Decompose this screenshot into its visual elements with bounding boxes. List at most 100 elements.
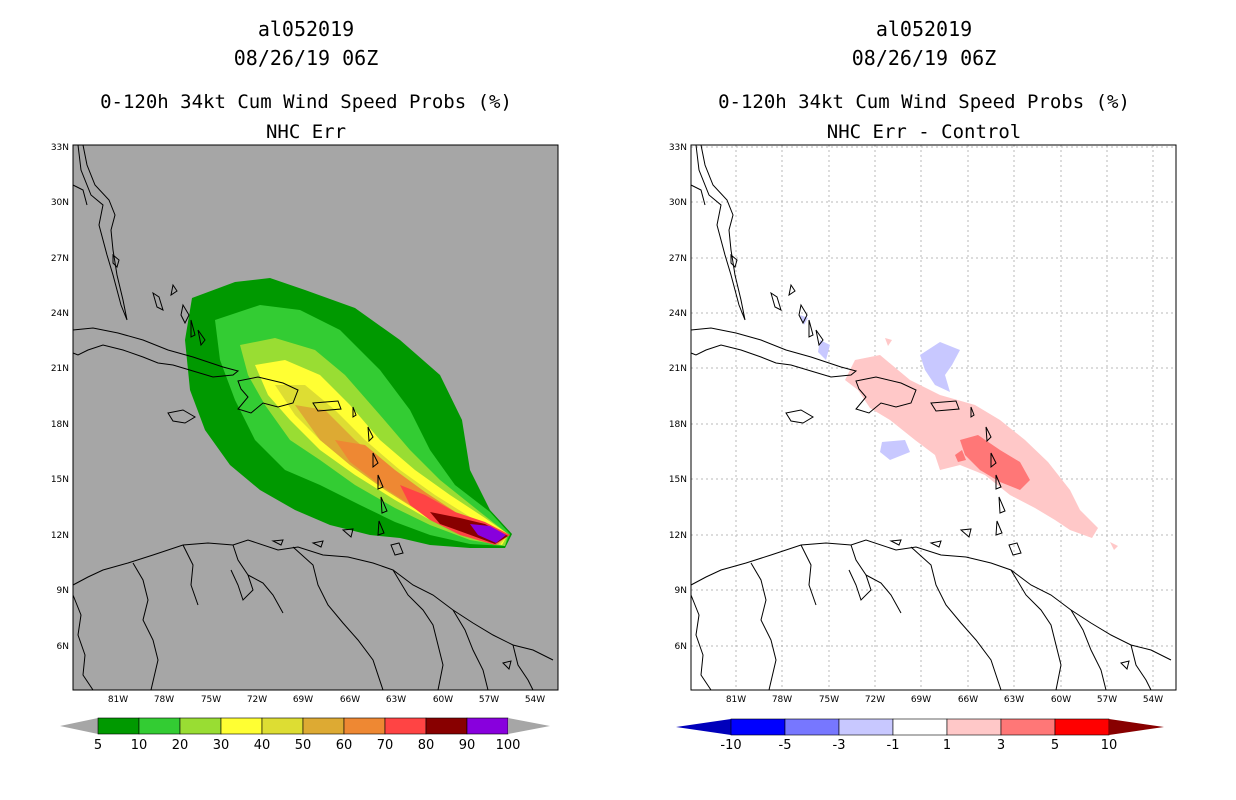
lon-label: 69W (293, 695, 313, 705)
lon-label: 72W (865, 695, 885, 705)
colorbar-label: 5 (94, 738, 102, 753)
lat-label: 6N (675, 642, 687, 652)
colorbar-label: 10 (131, 738, 148, 753)
left-lat-labels: 33N 30N 27N 24N 21N 18N 15N 12N 9N 6N (51, 143, 69, 652)
left-storm-id: al052019 (257, 17, 355, 41)
colorbar-swatch (946, 718, 1002, 736)
colorbar-label: -5 (779, 738, 792, 753)
colorbar-swatch (1054, 718, 1110, 736)
lon-label: 81W (726, 695, 746, 705)
colorbar-swatch (179, 717, 222, 735)
colorbar-swatch (1000, 718, 1056, 736)
colorbar-label: -3 (833, 738, 846, 753)
colorbar-swatch (138, 717, 181, 735)
lon-label: 60W (433, 695, 453, 705)
lat-label: 12N (669, 531, 687, 541)
left-title: 0-120h 34kt Cum Wind Speed Probs (%) (100, 91, 512, 113)
right-map-frame (690, 144, 1177, 691)
left-map-frame (72, 144, 559, 691)
lat-label: 24N (669, 309, 687, 319)
lon-label: 66W (958, 695, 978, 705)
colorbar-swatch (97, 717, 140, 735)
colorbar-label: 3 (997, 738, 1005, 753)
lat-label: 15N (669, 475, 687, 485)
lat-label: 6N (57, 642, 69, 652)
right-lon-labels: 81W 78W 75W 72W 69W 66W 63W 60W 57W 54W (726, 695, 1163, 705)
colorbar-label: 50 (295, 738, 312, 753)
lat-label: 21N (51, 364, 69, 374)
right-lat-labels: 33N 30N 27N 24N 21N 18N 15N 12N 9N 6N (669, 143, 687, 652)
colorbar-label: 40 (254, 738, 271, 753)
lat-label: 18N (669, 420, 687, 430)
left-datetime: 08/26/19 06Z (233, 46, 379, 70)
colorbar-high-arrow (1109, 719, 1164, 735)
colorbar-swatch (302, 717, 345, 735)
colorbar-label: 10 (1101, 738, 1118, 753)
lon-label: 78W (772, 695, 792, 705)
colorbar-low-arrow (676, 719, 731, 735)
colorbar-label: 1 (943, 738, 951, 753)
right-colorbar: -10 -5 -3 -1 1 3 5 10 (676, 718, 1164, 753)
lat-label: 12N (51, 531, 69, 541)
colorbar-label: -1 (887, 738, 900, 753)
colorbar-swatch (892, 718, 948, 736)
lat-label: 9N (675, 586, 687, 596)
colorbar-label: 5 (1051, 738, 1059, 753)
lon-label: 75W (819, 695, 839, 705)
lon-label: 78W (154, 695, 174, 705)
colorbar-low-arrow (60, 718, 98, 734)
colorbar-swatch (838, 718, 894, 736)
lat-label: 27N (669, 254, 687, 264)
right-gridlines (691, 145, 1176, 690)
left-colorbar: 5 10 20 30 40 50 60 70 80 90 100 (60, 717, 550, 753)
right-subtitle: NHC Err - Control (826, 121, 1022, 143)
lon-label: 60W (1051, 695, 1071, 705)
colorbar-label: 100 (496, 738, 521, 753)
lat-label: 33N (669, 143, 687, 153)
right-datetime: 08/26/19 06Z (851, 46, 997, 70)
colorbar-swatch (343, 717, 386, 735)
lon-label: 66W (340, 695, 360, 705)
colorbar-label: -10 (720, 738, 741, 753)
lon-label: 54W (525, 695, 545, 705)
right-title: 0-120h 34kt Cum Wind Speed Probs (%) (718, 91, 1130, 113)
lat-label: 33N (51, 143, 69, 153)
lon-label: 75W (201, 695, 221, 705)
lat-label: 27N (51, 254, 69, 264)
lon-label: 63W (386, 695, 406, 705)
left-lon-labels: 81W 78W 75W 72W 69W 66W 63W 60W 57W 54W (108, 695, 545, 705)
colorbar-label: 30 (213, 738, 230, 753)
lon-label: 54W (1143, 695, 1163, 705)
colorbar-label: 20 (172, 738, 189, 753)
right-map (690, 144, 1177, 691)
lat-label: 15N (51, 475, 69, 485)
colorbar-swatch (384, 717, 427, 735)
colorbar-label: 90 (459, 738, 476, 753)
lon-label: 57W (1097, 695, 1117, 705)
colorbar-high-arrow (508, 718, 550, 734)
lat-label: 30N (51, 198, 69, 208)
left-map (72, 144, 559, 691)
lat-label: 24N (51, 309, 69, 319)
left-probability-contours (185, 278, 512, 548)
lat-label: 9N (57, 586, 69, 596)
colorbar-swatch (466, 717, 509, 735)
colorbar-swatch (784, 718, 840, 736)
lon-label: 72W (247, 695, 267, 705)
left-subtitle: NHC Err (265, 121, 347, 143)
colorbar-swatch (730, 718, 786, 736)
right-storm-id: al052019 (875, 17, 973, 41)
colorbar-label: 80 (418, 738, 435, 753)
lon-label: 69W (911, 695, 931, 705)
colorbar-swatch (261, 717, 304, 735)
right-difference-contours (800, 315, 1118, 550)
colorbar-label: 60 (336, 738, 353, 753)
colorbar-swatch (425, 717, 468, 735)
lon-label: 63W (1004, 695, 1024, 705)
lon-label: 57W (479, 695, 499, 705)
lat-label: 21N (669, 364, 687, 374)
colorbar-swatch (220, 717, 263, 735)
colorbar-label: 70 (377, 738, 394, 753)
lat-label: 30N (669, 198, 687, 208)
